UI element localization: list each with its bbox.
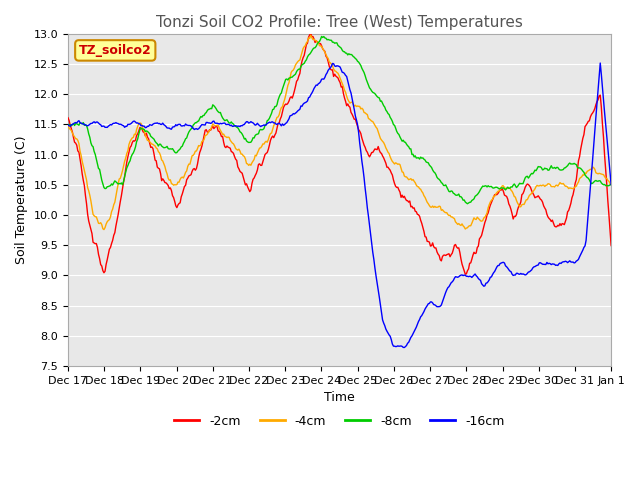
Y-axis label: Soil Temperature (C): Soil Temperature (C) [15, 136, 28, 264]
Title: Tonzi Soil CO2 Profile: Tree (West) Temperatures: Tonzi Soil CO2 Profile: Tree (West) Temp… [156, 15, 523, 30]
Legend: -2cm, -4cm, -8cm, -16cm: -2cm, -4cm, -8cm, -16cm [170, 410, 509, 433]
Text: TZ_soilco2: TZ_soilco2 [79, 44, 152, 57]
X-axis label: Time: Time [324, 391, 355, 404]
